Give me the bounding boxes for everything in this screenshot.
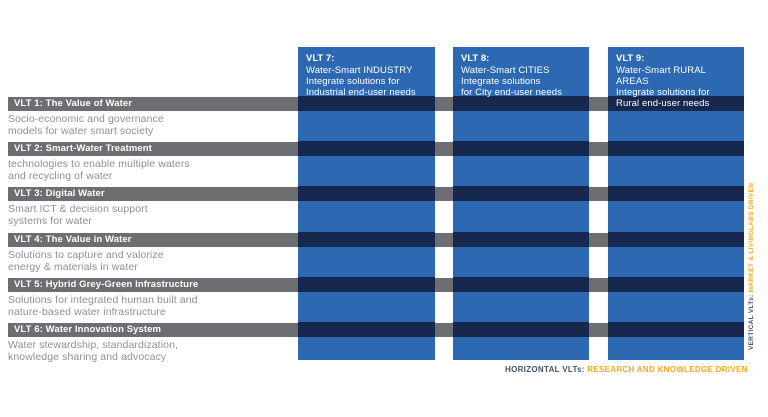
intersection-cell bbox=[608, 232, 744, 247]
intersection-cell bbox=[608, 277, 744, 292]
row-vlt4-title: VLT 4: The Value in Water bbox=[14, 234, 132, 245]
column-vlt7: VLT 7: Water-Smart INDUSTRY Integrate so… bbox=[298, 47, 435, 360]
intersection-cell bbox=[608, 96, 744, 111]
intersection-cell bbox=[298, 96, 435, 111]
intersection-cell bbox=[608, 322, 744, 337]
row-vlt1-title: VLT 1: The Value of Water bbox=[14, 98, 133, 109]
row-vlt3-description: Smart ICT & decision support systems for… bbox=[8, 203, 148, 227]
intersection-cell bbox=[298, 141, 435, 156]
column-vlt9-label: VLT 9: bbox=[616, 53, 645, 64]
intersection-cell bbox=[453, 96, 589, 111]
intersection-cell bbox=[453, 141, 589, 156]
vertical-vlts-footnote: VERTICAL VLTs: MARKET & LIVINGLABS DRIVE… bbox=[748, 183, 760, 350]
column-vlt9-header: VLT 9: Water-Smart RURAL AREAS Integrate… bbox=[608, 47, 744, 109]
row-vlt3-title: VLT 3: Digital Water bbox=[14, 188, 105, 199]
column-vlt8-header: VLT 8: Water-Smart CITIES Integrate solu… bbox=[453, 47, 589, 98]
intersection-cell bbox=[453, 186, 589, 201]
column-vlt8-text: Water-Smart CITIES Integrate solutions f… bbox=[461, 65, 563, 98]
intersection-cell bbox=[298, 277, 435, 292]
row-vlt4-description: Solutions to capture and valorize energy… bbox=[8, 249, 164, 273]
column-vlt7-label: VLT 7: bbox=[306, 53, 335, 64]
row-vlt1-description: Socio-economic and governance models for… bbox=[8, 113, 164, 137]
vertical-vlts-label: VERTICAL VLTs: bbox=[748, 294, 755, 350]
vertical-vlts-value: MARKET & LIVINGLABS DRIVEN bbox=[748, 182, 755, 295]
column-vlt7-text: Water-Smart INDUSTRY Integrate solutions… bbox=[306, 65, 416, 98]
intersection-cell bbox=[298, 186, 435, 201]
horizontal-vlts-footnote: HORIZONTAL VLTs: RESEARCH AND KNOWLEDGE … bbox=[505, 365, 748, 374]
intersection-cell bbox=[608, 186, 744, 201]
row-vlt2-description: technologies to enable multiple waters a… bbox=[8, 158, 190, 182]
column-vlt8-label: VLT 8: bbox=[461, 53, 490, 64]
column-vlt9: VLT 9: Water-Smart RURAL AREAS Integrate… bbox=[608, 47, 744, 360]
row-vlt6-title: VLT 6: Water Innovation System bbox=[14, 324, 162, 335]
row-vlt2-title: VLT 2: Smart-Water Treatment bbox=[14, 143, 152, 154]
horizontal-vlts-value: RESEARCH AND KNOWLEDGE DRIVEN bbox=[584, 365, 748, 374]
row-vlt5-title: VLT 5: Hybrid Grey-Green Infrastructure bbox=[14, 279, 199, 290]
intersection-cell bbox=[453, 277, 589, 292]
intersection-cell bbox=[453, 232, 589, 247]
column-vlt9-text: Water-Smart RURAL AREAS Integrate soluti… bbox=[616, 65, 710, 109]
row-vlt5-description: Solutions for integrated human built and… bbox=[8, 294, 198, 318]
intersection-cell bbox=[298, 322, 435, 337]
intersection-cell bbox=[453, 322, 589, 337]
intersection-cell bbox=[608, 141, 744, 156]
column-vlt8: VLT 8: Water-Smart CITIES Integrate solu… bbox=[453, 47, 589, 360]
column-vlt7-header: VLT 7: Water-Smart INDUSTRY Integrate so… bbox=[298, 47, 435, 98]
row-vlt6-description: Water stewardship, standardization, know… bbox=[8, 339, 179, 363]
horizontal-vlts-label: HORIZONTAL VLTs: bbox=[505, 365, 585, 374]
intersection-cell bbox=[298, 232, 435, 247]
